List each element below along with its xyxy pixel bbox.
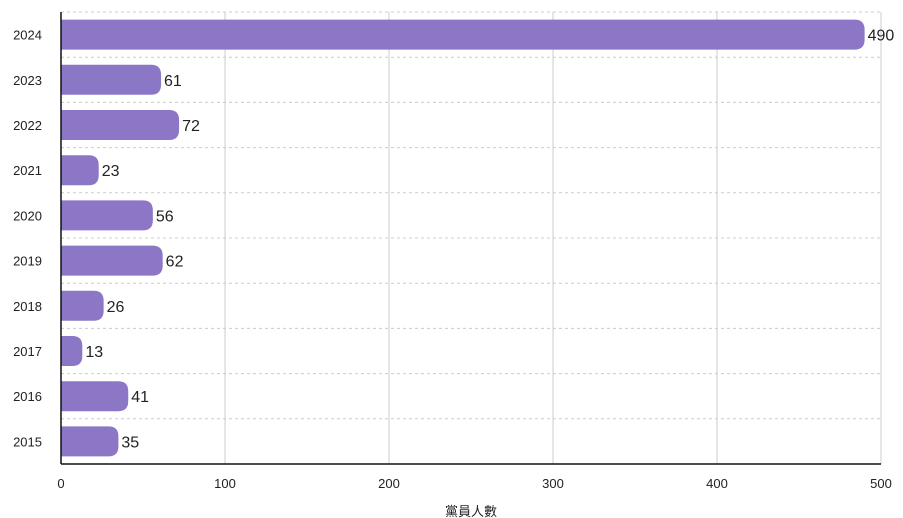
y-tick-label-2021: 2021 [13,163,42,178]
bar-2021 [61,155,99,186]
data-label-2015: 35 [121,434,139,451]
x-tick-label-100: 100 [214,476,236,491]
x-tick-label-500: 500 [870,476,892,491]
data-label-2023: 61 [164,73,182,90]
data-labels: 490 61 72 23 56 62 26 13 41 35 [85,28,894,452]
x-tick-label-200: 200 [378,476,400,491]
x-tick-label-400: 400 [706,476,728,491]
x-tick-label-300: 300 [542,476,564,491]
x-tick-labels: 0 100 200 300 400 500 [57,476,891,491]
y-tick-label-2022: 2022 [13,118,42,133]
y-tick-label-2023: 2023 [13,73,42,88]
bar-2015 [61,426,119,457]
y-tick-label-2017: 2017 [13,344,42,359]
data-label-2018: 26 [107,299,125,316]
x-axis-title: 黨員人數 [445,505,497,518]
bar-2018 [61,290,104,321]
horizontal-gridlines [61,11,881,420]
bar-2017 [61,336,83,366]
y-tick-label-2015: 2015 [13,434,42,449]
y-tick-labels: 2024 2023 2022 2021 2020 2019 2018 2017 2016 2015 [13,28,42,450]
bars [61,19,865,457]
data-label-2016: 41 [131,389,149,406]
x-tick-label-0: 0 [57,476,64,491]
y-tick-label-2016: 2016 [13,389,42,404]
bar-2024 [61,19,865,50]
bar-2019 [61,245,163,276]
y-tick-label-2024: 2024 [13,28,42,43]
y-tick-label-2019: 2019 [13,254,42,269]
y-tick-label-2018: 2018 [13,299,42,314]
bar-2022 [61,110,180,140]
bar-2023 [61,64,162,95]
data-label-2024: 490 [868,28,895,45]
bar-2020 [61,200,153,231]
data-label-2017: 13 [85,344,103,361]
y-tick-label-2020: 2020 [13,208,42,223]
data-label-2019: 62 [166,254,184,271]
data-label-2020: 56 [156,208,174,225]
data-label-2021: 23 [102,163,120,180]
data-label-2022: 72 [182,118,200,135]
bar-2016 [61,381,129,412]
